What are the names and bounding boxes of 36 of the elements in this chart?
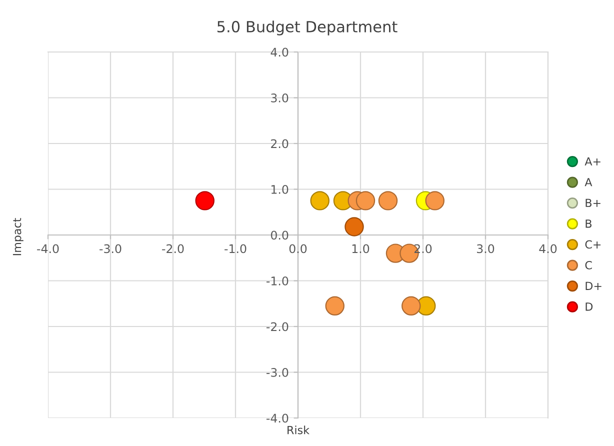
point <box>425 191 444 210</box>
legend-label: D+ <box>586 282 602 290</box>
y-tick-label: -1.0 <box>266 276 288 286</box>
y-tick-label: 0.0 <box>270 230 288 240</box>
x-tick-label: 0.0 <box>289 244 307 254</box>
legend-label: C+ <box>585 240 601 249</box>
x-tick-label: -2.0 <box>162 244 184 254</box>
x-tick-label: -4.0 <box>37 244 59 254</box>
legend-label: D <box>586 302 593 311</box>
legend-label: B <box>586 220 592 228</box>
legend-label: C <box>585 260 592 270</box>
point <box>195 191 214 210</box>
point <box>378 191 398 210</box>
x-tick-label: 1.0 <box>352 244 370 254</box>
y-tick-label: 2.0 <box>271 139 288 148</box>
chart-title: 5.0 Budget Department <box>217 20 398 36</box>
x-tick-label: -1.0 <box>224 244 246 254</box>
y-axis-title: Impact <box>12 218 24 256</box>
point <box>356 191 376 210</box>
point <box>402 296 421 316</box>
point <box>344 217 364 236</box>
x-tick-label: -3.0 <box>100 244 122 254</box>
legend-label: A <box>584 178 592 186</box>
y-tick-label: 3.0 <box>271 93 288 102</box>
x-tick-label: 4.0 <box>539 244 557 254</box>
y-tick-label: 1.0 <box>271 184 288 194</box>
x-tick-label: 3.0 <box>477 244 494 254</box>
y-tick-label: -4.0 <box>266 414 288 423</box>
y-tick-label: -2.0 <box>266 322 288 332</box>
x-axis-title: Risk <box>288 426 310 434</box>
y-tick-label: 4.0 <box>270 48 288 57</box>
legend-label: A+ <box>584 157 600 166</box>
y-tick-label: -3.0 <box>266 368 288 377</box>
legend-label: B+ <box>586 198 600 207</box>
point <box>310 191 330 210</box>
point <box>325 296 344 316</box>
